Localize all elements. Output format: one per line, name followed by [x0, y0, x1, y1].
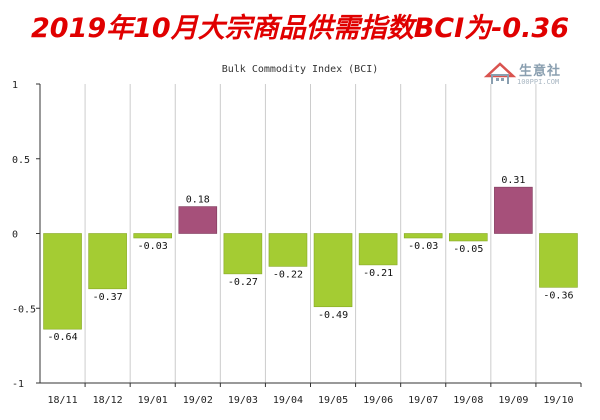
y-tick-label: -1 [12, 379, 24, 390]
bar [448, 233, 488, 242]
data-label: -0.37 [93, 292, 123, 303]
x-tick-label: 18/11 [47, 395, 77, 406]
y-tick-label: -0.5 [12, 304, 36, 315]
x-tick-label: 19/08 [453, 395, 483, 406]
x-tick-label: 19/05 [318, 395, 348, 406]
x-tick-label: 19/07 [408, 395, 438, 406]
data-label: -0.21 [363, 268, 393, 279]
x-tick-label: 19/09 [498, 395, 528, 406]
x-tick-label: 19/10 [543, 395, 573, 406]
bar [539, 233, 578, 288]
y-tick-label: 1 [12, 80, 18, 91]
bar [178, 206, 218, 234]
data-label: -0.64 [47, 332, 77, 343]
chart-title: Bulk Commodity Index (BCI) [222, 64, 379, 75]
data-label: -0.49 [318, 310, 348, 321]
data-label: -0.22 [273, 269, 303, 280]
x-tick-label: 19/06 [363, 395, 393, 406]
data-label: 0.31 [501, 175, 525, 186]
data-label: -0.27 [228, 277, 258, 288]
bar [268, 233, 308, 267]
bar [133, 233, 173, 239]
watermark-name: 生意社 [519, 64, 562, 79]
data-label: -0.03 [408, 241, 438, 252]
x-tick-label: 19/03 [228, 395, 258, 406]
data-label: 0.18 [186, 195, 210, 206]
plot-area: 1 0.5 0 -0.5 -1 -0.64 -0.37 -0.03 0.18 -0.27 -0.22… [12, 80, 582, 406]
y-tick-label: 0.5 [12, 155, 30, 166]
bar [88, 233, 127, 290]
data-label: -0.36 [543, 290, 573, 301]
bar [313, 233, 353, 308]
y-tick-label: 0 [12, 230, 18, 241]
bar [43, 233, 82, 330]
bar [494, 186, 533, 234]
bar [403, 233, 443, 239]
watermark-url: 100PPI.COM [517, 78, 560, 86]
bar [223, 233, 263, 275]
x-tick-label: 19/02 [183, 395, 213, 406]
bar [358, 233, 398, 266]
x-tick-label: 19/04 [273, 395, 303, 406]
data-label: -0.03 [138, 241, 168, 252]
x-tick-label: 18/12 [93, 395, 123, 406]
headline-title: 2019年10月大宗商品供需指数BCI为-0.36 [31, 13, 569, 44]
data-label: -0.05 [453, 244, 483, 255]
x-tick-label: 19/01 [138, 395, 168, 406]
